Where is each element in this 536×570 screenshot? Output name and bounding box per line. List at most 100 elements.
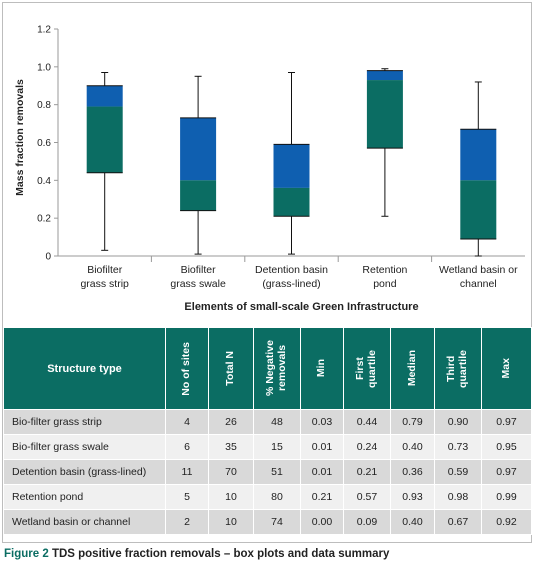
box-lower-quartile xyxy=(273,187,310,217)
column-header-label: Structure type xyxy=(47,362,122,375)
column-header: Max xyxy=(481,327,532,410)
value-cell: 0.40 xyxy=(390,434,435,460)
structure-type-cell: Bio-filter grass swale xyxy=(3,434,166,460)
x-category-label: grass strip xyxy=(80,278,129,290)
box-lower-quartile xyxy=(180,180,217,211)
column-header-line: Total N xyxy=(224,351,236,386)
value-cell: 5 xyxy=(165,484,209,510)
box-lower-quartile xyxy=(366,80,403,149)
x-category-label: Biofilter xyxy=(87,264,123,276)
column-header-label: Median xyxy=(406,350,420,386)
column-header: First quartile xyxy=(343,327,391,410)
y-tick-label: 1.2 xyxy=(37,25,51,36)
y-axis-title: Mass fraction removals xyxy=(14,79,26,196)
value-cell: 0.67 xyxy=(434,509,482,535)
value-cell: 0.97 xyxy=(481,409,532,435)
x-category-label: Wetland basin or xyxy=(439,264,518,276)
column-header: Median xyxy=(390,327,435,410)
value-cell: 0.90 xyxy=(434,409,482,435)
caption-text: TDS positive fraction removals – box plo… xyxy=(51,548,390,560)
box-lower-quartile xyxy=(86,106,123,173)
column-header: Third quartile xyxy=(434,327,482,410)
table-row: Retention pond 5 10 80 0.21 0.57 0.93 0.98 0.99 xyxy=(3,484,532,510)
box-upper-quartile xyxy=(180,117,217,181)
value-cell: 0.44 xyxy=(343,409,391,435)
value-cell: 0.93 xyxy=(390,484,435,510)
value-cell: 0.57 xyxy=(343,484,391,510)
value-cell: 0.97 xyxy=(481,459,532,485)
value-cell: 0.92 xyxy=(481,509,532,535)
value-cell: 15 xyxy=(253,434,301,460)
column-header-label: No of sites xyxy=(180,342,194,396)
x-category-label: channel xyxy=(460,278,497,290)
value-cell: 10 xyxy=(208,484,254,510)
column-header-label: Third quartile xyxy=(445,350,471,388)
figure-caption: Figure 2 TDS positive fraction removals … xyxy=(4,548,389,560)
value-cell: 51 xyxy=(253,459,301,485)
column-header-line: quartile xyxy=(366,349,378,388)
x-category-label: Biofilter xyxy=(181,264,217,276)
x-axis-title: Elements of small-scale Green Infrastruc… xyxy=(184,301,418,313)
value-cell: 0.99 xyxy=(481,484,532,510)
x-category-label: pond xyxy=(373,278,397,290)
x-category-label: Retention xyxy=(362,264,407,276)
value-cell: 80 xyxy=(253,484,301,510)
structure-type-cell: Wetland basin or channel xyxy=(3,509,166,535)
value-cell: 0.59 xyxy=(434,459,482,485)
column-header: Min xyxy=(300,327,344,410)
value-cell: 2 xyxy=(165,509,209,535)
box-upper-quartile xyxy=(273,144,310,188)
value-cell: 0.01 xyxy=(300,434,344,460)
value-cell: 0.01 xyxy=(300,459,344,485)
structure-type-cell: Bio-filter grass strip xyxy=(3,409,166,435)
value-cell: 0.40 xyxy=(390,509,435,535)
column-header-line: Median xyxy=(405,350,418,387)
y-tick-label: 0.2 xyxy=(37,214,51,225)
column-header-label: Max xyxy=(500,358,514,378)
column-header: Total N xyxy=(208,327,254,410)
value-cell: 0.36 xyxy=(390,459,435,485)
value-cell: 0.95 xyxy=(481,434,532,460)
table-row: Bio-filter grass swale 6 35 15 0.01 0.24 0.40 0… xyxy=(3,434,532,460)
column-header-label: First quartile xyxy=(354,350,380,388)
column-header: No of sites xyxy=(165,327,209,410)
value-cell: 35 xyxy=(208,434,254,460)
y-tick-label: 1.0 xyxy=(37,62,51,73)
box-upper-quartile xyxy=(366,70,403,81)
y-tick-label: 0.6 xyxy=(37,138,51,149)
column-header-line: Third xyxy=(445,355,457,382)
column-header-line: First xyxy=(354,357,366,380)
structure-type-cell: Detention basin (grass-lined) xyxy=(3,459,166,485)
column-header-label: % Negative removals xyxy=(264,340,290,396)
table-row: Wetland basin or channel 2 10 74 0.00 0.09 0.4… xyxy=(3,509,532,535)
column-header-label: Total N xyxy=(224,351,238,386)
data-summary-table: Structure type No of sites Total N % Negati… xyxy=(3,327,532,535)
column-header-label: Min xyxy=(315,359,329,377)
value-cell: 0.21 xyxy=(300,484,344,510)
value-cell: 0.03 xyxy=(300,409,344,435)
column-header: Structure type xyxy=(3,327,166,410)
column-header-line: No of sites xyxy=(180,341,192,396)
value-cell: 0.79 xyxy=(390,409,435,435)
x-category-label: Detention basin xyxy=(255,264,328,276)
column-header-line: Min xyxy=(315,359,327,378)
x-category-label: (grass-lined) xyxy=(262,278,320,290)
column-header-line: quartile xyxy=(457,349,469,388)
value-cell: 6 xyxy=(165,434,209,460)
table-body: Bio-filter grass strip 4 26 48 0.03 0.44 0.79 0… xyxy=(3,409,532,535)
value-cell: 0.73 xyxy=(434,434,482,460)
table-row: Bio-filter grass strip 4 26 48 0.03 0.44 0.79 0… xyxy=(3,409,532,435)
box-plot-chart: 0 0.2 0.4 0.6 0.8 1.0 1.2 Mass fraction removal… xyxy=(14,25,525,313)
value-cell: 48 xyxy=(253,409,301,435)
box-lower-quartile xyxy=(460,180,497,239)
value-cell: 0.09 xyxy=(343,509,391,535)
structure-type-cell: Retention pond xyxy=(3,484,166,510)
box-upper-quartile xyxy=(460,129,497,181)
value-cell: 0.00 xyxy=(300,509,344,535)
x-category-label: grass swale xyxy=(170,278,226,290)
value-cell: 74 xyxy=(253,509,301,535)
value-cell: 10 xyxy=(208,509,254,535)
box-upper-quartile xyxy=(86,85,123,107)
caption-label: Figure 2 xyxy=(4,548,49,560)
y-tick-label: 0 xyxy=(45,252,51,263)
